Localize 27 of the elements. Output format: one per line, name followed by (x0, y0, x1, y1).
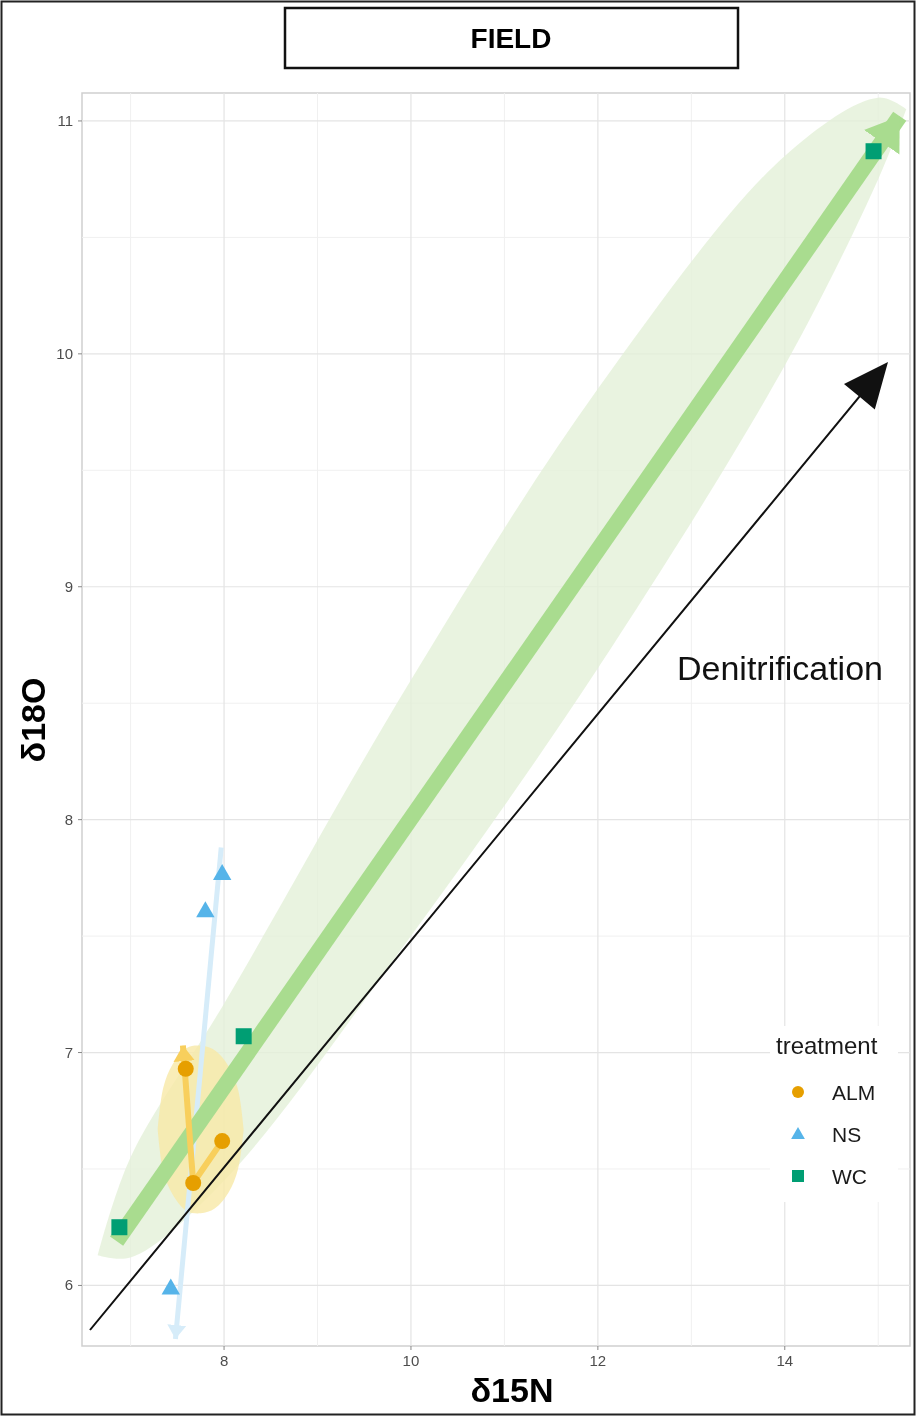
x-tick-label: 14 (776, 1352, 794, 1369)
legend-title: treatment (776, 1032, 878, 1059)
annotation: Denitrification (677, 649, 883, 687)
point (185, 1174, 202, 1191)
y-tick-label: 8 (64, 810, 73, 828)
x-tick-label: 8 (219, 1352, 229, 1369)
y-tick-label: 9 (64, 577, 73, 595)
x-tick-label: 10 (402, 1352, 420, 1369)
legend-label: WC (832, 1165, 867, 1188)
point (177, 1060, 194, 1077)
legend-label: NS (832, 1123, 862, 1146)
legend-label: ALM (832, 1081, 876, 1104)
x-tick-label: 12 (589, 1352, 607, 1369)
y-tick-label: 11 (57, 111, 73, 129)
point (111, 1219, 128, 1236)
y-tick-label: 10 (56, 344, 73, 362)
y-tick-label: 7 (64, 1043, 73, 1061)
y-tick-label: 6 (64, 1276, 73, 1294)
point (235, 1028, 252, 1045)
point (161, 1278, 180, 1295)
point (214, 1133, 231, 1150)
point (212, 864, 232, 881)
x-axis-title: δ15N (470, 1371, 554, 1409)
y-axis-title: δ18O (14, 677, 52, 763)
chart-title: FIELD (470, 23, 552, 54)
point (865, 143, 882, 160)
point (196, 901, 215, 918)
